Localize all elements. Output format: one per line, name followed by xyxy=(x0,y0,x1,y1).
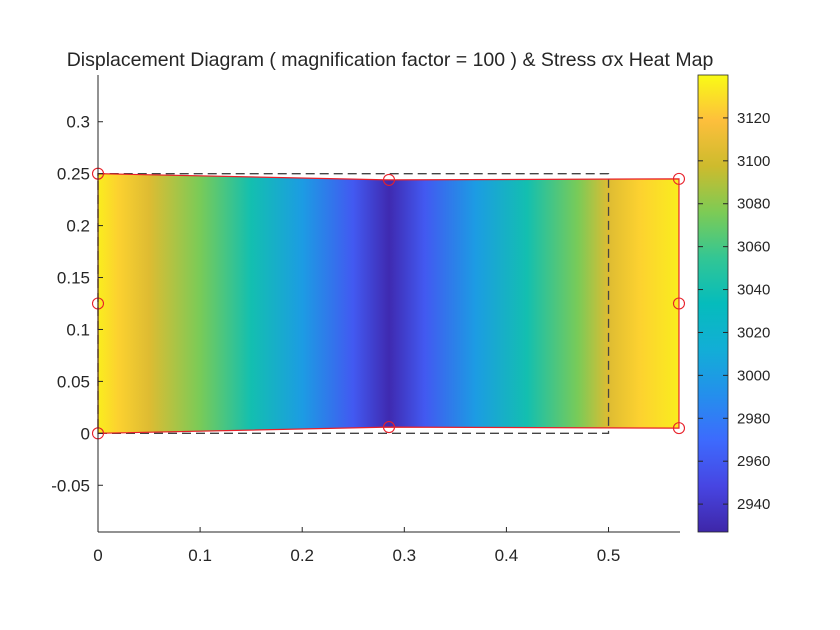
colorbar-strip xyxy=(697,74,729,533)
y-tick-label: 0.05 xyxy=(57,372,90,391)
colorbar-tick-label: 3120 xyxy=(737,110,770,127)
y-tick-label: 0 xyxy=(81,424,90,443)
y-tick-label: 0.1 xyxy=(66,320,90,339)
x-tick-label: 0.3 xyxy=(392,546,416,565)
x-tick-label: 0.1 xyxy=(188,546,212,565)
x-ticks: 0 0.1 0.2 0.3 0.4 0.5 xyxy=(93,527,620,565)
y-tick-label: -0.05 xyxy=(51,476,90,495)
x-tick-label: 0.5 xyxy=(597,546,621,565)
y-ticks: -0.05 0 0.05 0.1 0.15 0.2 0.25 0.3 xyxy=(51,113,103,495)
y-tick-label: 0.2 xyxy=(66,217,90,236)
node-marker xyxy=(382,173,396,186)
node-marker xyxy=(382,421,396,434)
colorbar-ticks: 2940 2960 2980 3000 3020 3040 3060 3080 3100 3120 xyxy=(698,110,770,513)
colorbar-tick-label: 2980 xyxy=(737,410,770,427)
colorbar-tick-label: 3020 xyxy=(737,324,770,341)
colorbar: 2940 2960 2980 3000 3020 3040 3060 3080 3100 3120 xyxy=(697,74,770,533)
node-markers xyxy=(91,167,686,440)
deformed-shape-heatmap xyxy=(98,173,679,434)
x-tick-label: 0.2 xyxy=(290,546,314,565)
node-marker xyxy=(672,422,686,435)
y-tick-label: 0.3 xyxy=(66,113,90,132)
y-tick-label: 0.25 xyxy=(57,165,90,184)
chart-title: Displacement Diagram ( magnification fac… xyxy=(67,49,714,71)
x-tick-label: 0.4 xyxy=(495,546,519,565)
colorbar-tick-label: 3080 xyxy=(737,196,770,213)
colorbar-tick-label: 2960 xyxy=(737,453,770,470)
undeformed-outline xyxy=(97,173,610,434)
colorbar-tick-label: 3000 xyxy=(737,367,770,384)
node-marker xyxy=(672,172,686,185)
plot-area xyxy=(91,167,686,440)
colorbar-tick-label: 3060 xyxy=(737,239,770,256)
colorbar-tick-label: 2940 xyxy=(737,496,770,513)
y-tick-label: 0.15 xyxy=(57,269,90,288)
node-marker xyxy=(672,297,686,310)
colorbar-tick-label: 3100 xyxy=(737,153,770,170)
colorbar-tick-label: 3040 xyxy=(737,282,770,299)
x-tick-label: 0 xyxy=(93,546,102,565)
axes: 0 0.1 0.2 0.3 0.4 0.5 -0.05 0 0.05 0.1 0.15 0.2 0.2… xyxy=(51,75,680,565)
